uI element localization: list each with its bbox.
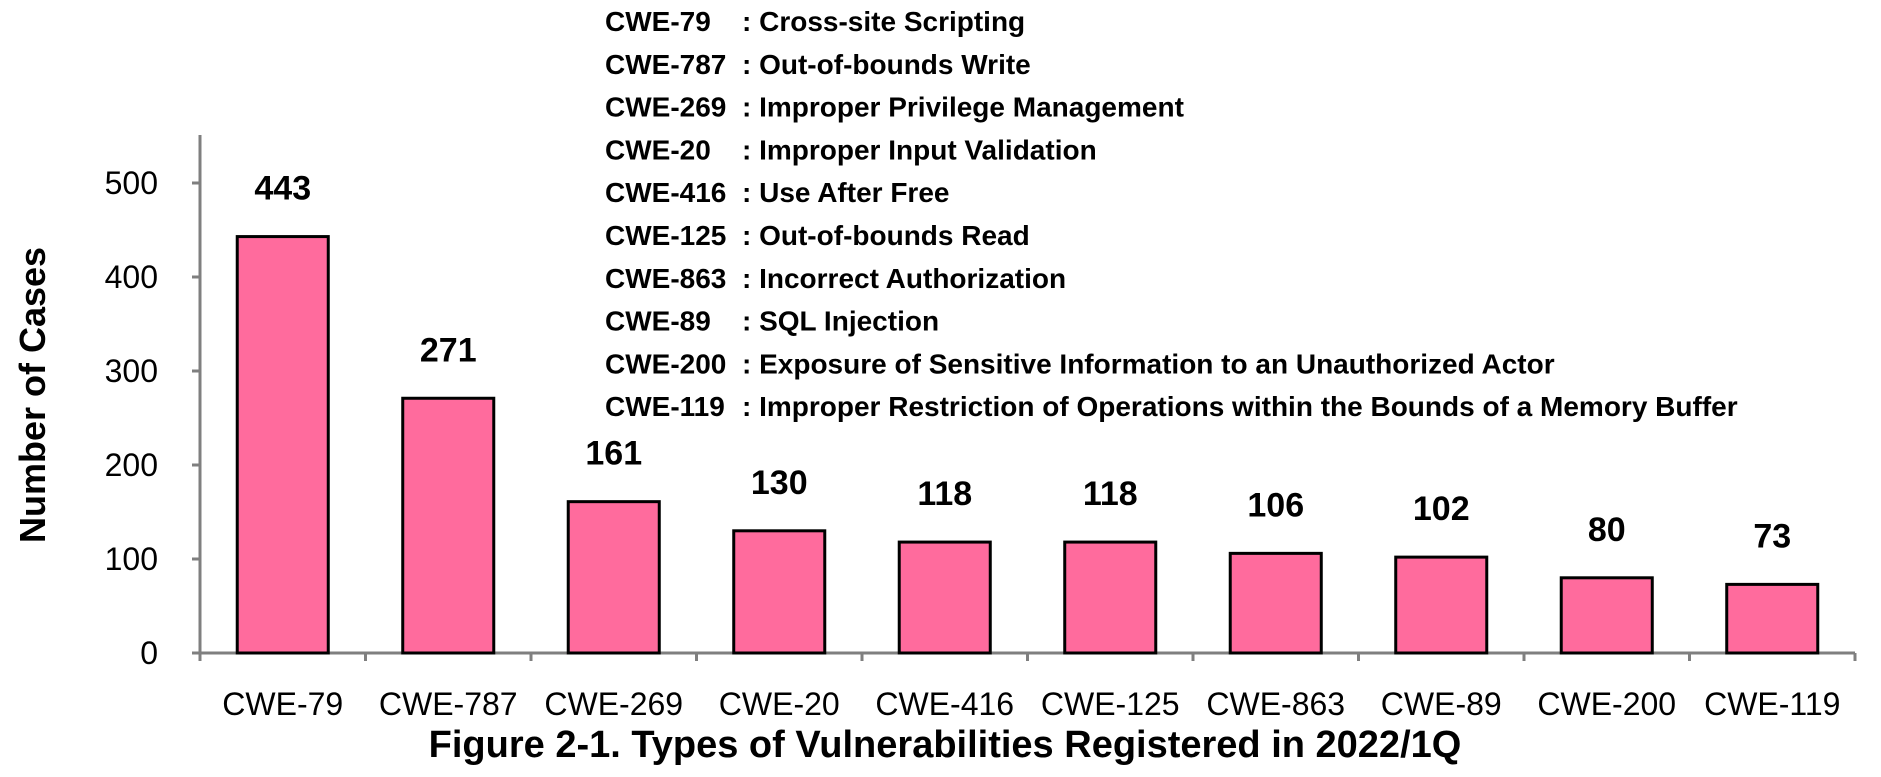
- y-tick-label: 0: [140, 635, 158, 671]
- data-label: 118: [917, 475, 972, 513]
- x-tick-label: CWE-79: [222, 686, 343, 722]
- legend-entry: CWE-787 : Out-of-bounds Write: [605, 49, 1031, 80]
- x-tick-label: CWE-200: [1537, 686, 1676, 722]
- x-tick-label: CWE-787: [379, 686, 518, 722]
- legend-description: : Incorrect Authorization: [742, 263, 1066, 294]
- x-tick-label: CWE-269: [544, 686, 683, 722]
- bar-cwe-125: [1063, 540, 1158, 655]
- legend-entry: CWE-200 : Exposure of Sensitive Informati…: [605, 348, 1555, 379]
- y-tick-label: 300: [105, 353, 158, 389]
- bar-cwe-787: [401, 396, 496, 655]
- data-label: 73: [1753, 517, 1791, 555]
- legend-entry: CWE-125 : Out-of-bounds Read: [605, 220, 1030, 251]
- legend-entry: CWE-416 : Use After Free: [605, 177, 949, 208]
- bar-cwe-416: [897, 540, 992, 655]
- x-tick-label: CWE-89: [1381, 686, 1502, 722]
- x-axis: CWE-79 CWE-787 CWE-269 CWE-20 CWE-416 CWE-125…: [198, 651, 1857, 722]
- data-label: 118: [1083, 475, 1138, 513]
- legend-description: : Out-of-bounds Read: [742, 220, 1030, 251]
- legend-description: : Improper Restriction of Operations wit…: [742, 391, 1738, 422]
- y-tick-label: 200: [105, 447, 158, 483]
- bar-cwe-79: [235, 235, 330, 655]
- legend-description: : Out-of-bounds Write: [742, 49, 1031, 80]
- x-tick-label: CWE-863: [1206, 686, 1345, 722]
- x-tick-label: CWE-119: [1704, 686, 1840, 722]
- bar-cwe-89: [1394, 555, 1489, 655]
- legend-description: : Improper Privilege Management: [742, 92, 1184, 123]
- y-axis-title: Number of Cases: [12, 247, 53, 543]
- x-tick-label: CWE-20: [719, 686, 840, 722]
- bar-cwe-200: [1559, 576, 1654, 655]
- legend-entry: CWE-269 : Improper Privilege Management: [605, 92, 1184, 123]
- legend-entry: CWE-89 : SQL Injection: [605, 306, 939, 337]
- legend-entry: CWE-863 : Incorrect Authorization: [605, 263, 1066, 294]
- y-tick-label: 500: [105, 165, 158, 201]
- bar-cwe-20: [732, 529, 827, 655]
- data-labels: 443 271 161 130 118 118 106 102 80 73: [254, 170, 1791, 556]
- data-label: 106: [1247, 486, 1304, 524]
- legend-entry: CWE-119 : Improper Restriction of Operati…: [605, 391, 1738, 422]
- data-label: 271: [420, 331, 477, 369]
- legend-code: CWE-89: [605, 306, 711, 337]
- legend-code: CWE-863: [605, 263, 726, 294]
- cwe-legend: CWE-79 : Cross-site Scripting CWE-787 : Out…: [605, 6, 1738, 422]
- legend-description: : Use After Free: [742, 177, 949, 208]
- legend-entry: CWE-79 : Cross-site Scripting: [605, 6, 1025, 37]
- data-label: 443: [254, 170, 311, 208]
- bars: [235, 235, 1820, 655]
- data-label: 80: [1588, 511, 1626, 549]
- legend-code: CWE-125: [605, 220, 726, 251]
- y-tick-label: 400: [105, 259, 158, 295]
- x-tick-label: CWE-416: [875, 686, 1014, 722]
- data-label: 161: [585, 435, 642, 473]
- y-tick-label: 100: [105, 541, 158, 577]
- legend-code: CWE-269: [605, 92, 726, 123]
- bar-cwe-119: [1725, 582, 1820, 655]
- legend-description: : Cross-site Scripting: [742, 6, 1025, 37]
- legend-code: CWE-119: [605, 391, 725, 422]
- y-axis: 0 100 200 300 400 500: [105, 135, 202, 671]
- bar-cwe-269: [566, 500, 661, 655]
- legend-entry: CWE-20 : Improper Input Validation: [605, 134, 1097, 165]
- data-label: 130: [751, 464, 808, 502]
- legend-code: CWE-20: [605, 134, 711, 165]
- legend-code: CWE-416: [605, 177, 726, 208]
- bar-cwe-863: [1228, 551, 1323, 655]
- data-label: 102: [1413, 490, 1470, 528]
- legend-description: : SQL Injection: [742, 306, 939, 337]
- legend-description: : Improper Input Validation: [742, 134, 1097, 165]
- figure-title: Figure 2-1. Types of Vulnerabilities Reg…: [429, 724, 1462, 766]
- x-tick-label: CWE-125: [1041, 686, 1180, 722]
- legend-code: CWE-787: [605, 49, 726, 80]
- legend-description: : Exposure of Sensitive Information to a…: [742, 348, 1555, 379]
- legend-code: CWE-79: [605, 6, 711, 37]
- legend-code: CWE-200: [605, 348, 726, 379]
